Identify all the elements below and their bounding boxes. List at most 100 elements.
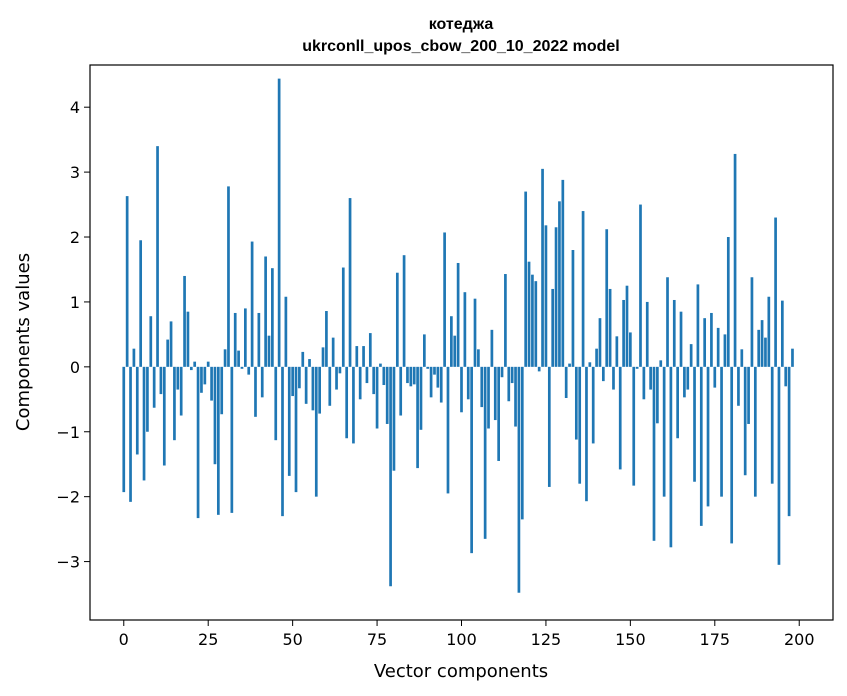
bar-96 <box>446 366 450 494</box>
bar-65 <box>341 267 345 367</box>
bar-89 <box>423 334 426 367</box>
x-tick-label: 200 <box>784 630 815 649</box>
bar-164 <box>676 366 679 439</box>
bar-83 <box>402 255 406 367</box>
bar-67 <box>348 198 352 367</box>
bar-3 <box>132 348 136 367</box>
bar-76 <box>379 363 382 367</box>
x-tick-label: 0 <box>119 630 129 649</box>
bar-88 <box>419 366 423 430</box>
bar-64 <box>338 366 342 374</box>
bar-48 <box>284 296 288 367</box>
bar-126 <box>547 366 551 487</box>
bar-60 <box>325 311 328 367</box>
bar-175 <box>713 366 717 388</box>
bar-2 <box>129 366 132 502</box>
bar-93 <box>436 366 440 388</box>
bar-168 <box>689 344 693 367</box>
y-tick-label: −2 <box>56 488 80 507</box>
bar-150 <box>629 332 632 367</box>
bar-134 <box>574 366 578 440</box>
bar-147 <box>618 366 622 470</box>
bar-129 <box>558 201 561 367</box>
bar-155 <box>645 301 649 367</box>
plot-area-frame <box>89 64 834 621</box>
bar-130 <box>561 179 565 367</box>
bar-131 <box>564 366 568 398</box>
chart-title-line-1: котеджа <box>429 16 494 33</box>
bar-97 <box>450 316 453 367</box>
bar-29 <box>220 366 224 415</box>
x-tick-label: 25 <box>198 630 218 649</box>
bar-143 <box>605 229 609 367</box>
bar-27 <box>213 366 217 465</box>
bar-100 <box>460 366 463 413</box>
bar-101 <box>463 292 467 367</box>
bar-190 <box>764 337 767 367</box>
y-tick-label: 3 <box>70 163 80 182</box>
bar-46 <box>277 78 281 367</box>
bar-170 <box>696 284 700 367</box>
bar-137 <box>585 366 588 502</box>
bar-111 <box>497 366 500 461</box>
bar-50 <box>291 366 294 397</box>
bar-52 <box>298 366 301 389</box>
bar-77 <box>382 366 386 386</box>
bar-174 <box>710 312 713 367</box>
bar-5 <box>139 240 143 367</box>
bar-31 <box>227 186 230 367</box>
bar-133 <box>571 250 575 367</box>
bar-15 <box>173 366 176 441</box>
bar-25 <box>206 361 210 367</box>
bar-72 <box>365 366 369 384</box>
bar-132 <box>568 363 571 367</box>
bar-113 <box>504 274 507 367</box>
bar-82 <box>399 366 403 416</box>
bar-179 <box>726 237 730 367</box>
bar-152 <box>635 366 639 369</box>
bar-20 <box>189 366 193 371</box>
bar-123 <box>537 366 541 372</box>
bar-162 <box>669 366 673 548</box>
y-tick-label: 1 <box>70 293 80 312</box>
bar-193 <box>774 217 777 367</box>
bar-22 <box>196 366 200 519</box>
bar-165 <box>679 311 683 367</box>
bar-121 <box>531 274 534 367</box>
bar-115 <box>510 366 514 384</box>
bar-120 <box>527 261 531 367</box>
bar-24 <box>203 366 207 385</box>
x-axis-ticks: 0 25 50 75 100 125 150 175 200 <box>119 620 815 649</box>
bar-86 <box>412 366 416 385</box>
bar-90 <box>426 366 430 369</box>
bar-39 <box>254 366 257 417</box>
bar-59 <box>321 347 325 367</box>
bar-140 <box>595 348 598 367</box>
bar-183 <box>740 349 744 367</box>
bar-98 <box>453 335 457 367</box>
bar-92 <box>433 366 436 375</box>
bar-42 <box>264 256 267 367</box>
bar-194 <box>777 366 781 565</box>
bar-6 <box>142 366 146 481</box>
bar-198 <box>791 348 794 367</box>
bar-151 <box>632 366 636 486</box>
bar-32 <box>230 366 234 513</box>
bar-109 <box>490 329 494 367</box>
bar-84 <box>406 366 409 384</box>
bar-172 <box>703 318 707 367</box>
bar-19 <box>186 311 190 367</box>
bar-62 <box>331 337 335 367</box>
bar-186 <box>750 277 754 367</box>
bar-34 <box>237 350 240 367</box>
x-tick-label: 100 <box>446 630 477 649</box>
bar-40 <box>257 312 261 367</box>
bar-95 <box>443 232 446 367</box>
bar-185 <box>747 366 750 424</box>
bar-69 <box>355 346 359 367</box>
y-axis-label: Components values <box>13 253 34 431</box>
x-axis-label: Vector components <box>374 661 548 682</box>
bar-105 <box>477 349 480 367</box>
bar-12 <box>162 366 166 466</box>
